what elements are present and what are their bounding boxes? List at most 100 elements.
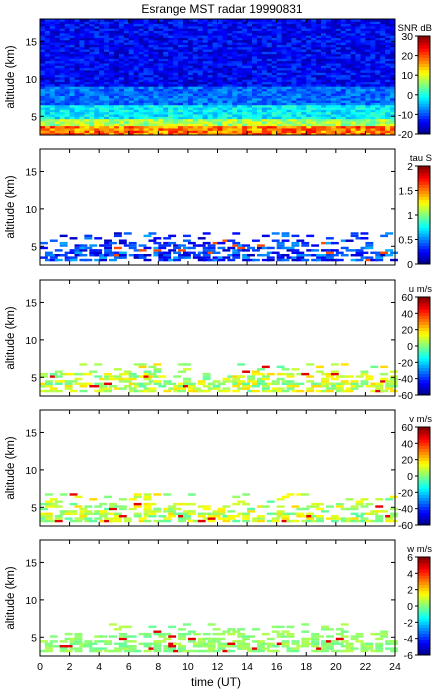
heatmap-cell xyxy=(286,53,292,57)
heatmap-cell xyxy=(247,380,255,383)
heatmap-cell xyxy=(40,44,46,48)
heatmap-cell xyxy=(385,380,394,383)
heatmap-cell xyxy=(296,56,302,59)
heatmap-cell xyxy=(301,51,307,55)
heatmap-cell xyxy=(113,254,122,257)
heatmap-cell xyxy=(207,74,213,78)
heatmap-cell xyxy=(345,517,354,520)
heatmap-cell xyxy=(385,517,394,520)
heatmap-cell xyxy=(321,121,327,124)
heatmap-cell xyxy=(286,49,292,52)
heatmap-cell xyxy=(158,56,164,59)
heatmap-cell xyxy=(276,72,282,76)
heatmap-cell xyxy=(99,519,108,523)
heatmap-cell xyxy=(325,23,332,27)
heatmap-cell xyxy=(276,39,282,43)
heatmap-cell xyxy=(113,628,122,631)
colorbar-segment xyxy=(418,130,430,135)
heatmap-cell xyxy=(49,130,56,134)
heatmap-cell xyxy=(227,258,236,262)
heatmap-cell xyxy=(276,32,282,36)
heatmap-cell xyxy=(133,44,140,48)
heatmap-cell xyxy=(355,249,364,252)
heatmap-cell xyxy=(84,81,90,85)
heatmap-cell xyxy=(325,387,334,390)
heatmap-cell xyxy=(69,63,75,66)
heatmap-cell xyxy=(104,389,112,393)
heatmap-cell xyxy=(291,116,297,120)
heatmap-cell xyxy=(232,118,238,122)
heatmap-cell xyxy=(133,254,142,257)
heatmap-cell xyxy=(138,519,147,523)
heatmap-cell xyxy=(173,32,179,36)
heatmap-cell xyxy=(64,116,70,120)
heatmap-cell xyxy=(197,65,204,69)
colorbar-segment xyxy=(418,367,430,371)
heatmap-cell xyxy=(158,72,164,76)
heatmap-cell xyxy=(69,123,75,127)
heatmap-cell xyxy=(256,21,263,25)
heatmap-cell xyxy=(153,111,159,115)
heatmap-cell xyxy=(54,107,61,110)
heatmap-cell xyxy=(79,60,85,64)
heatmap-cell xyxy=(296,251,305,255)
heatmap-cell xyxy=(217,100,223,103)
heatmap-cell xyxy=(242,385,251,388)
colorbar-segment xyxy=(418,327,430,332)
heatmap-cell xyxy=(390,37,396,41)
heatmap-cell xyxy=(345,65,352,69)
heatmap-cell xyxy=(104,19,110,22)
heatmap-cell xyxy=(153,46,159,50)
heatmap-cell xyxy=(109,70,115,73)
heatmap-cell xyxy=(325,95,332,99)
heatmap-cell xyxy=(187,125,194,129)
heatmap-cell xyxy=(271,88,278,92)
heatmap-cell xyxy=(69,37,75,41)
heatmap-cell xyxy=(242,121,248,124)
heatmap-cell xyxy=(197,74,204,78)
heatmap-cell xyxy=(212,640,221,643)
heatmap-cell xyxy=(355,81,361,85)
heatmap-cell xyxy=(325,56,332,59)
heatmap-cell xyxy=(89,95,95,99)
heatmap-cell xyxy=(104,519,112,523)
heatmap-cell xyxy=(84,517,93,520)
heatmap-cell xyxy=(306,88,312,92)
heatmap-cell xyxy=(148,502,157,506)
heatmap-cell xyxy=(99,502,108,506)
heatmap-cells-v xyxy=(40,493,398,523)
colorbar-segment xyxy=(418,196,430,201)
heatmap-cell xyxy=(365,256,374,259)
heatmap-cell xyxy=(54,645,63,648)
heatmap-cell xyxy=(212,128,218,131)
heatmap-cell xyxy=(128,102,135,106)
heatmap-cell xyxy=(256,123,263,127)
heatmap-cell xyxy=(148,512,157,516)
heatmap-cell xyxy=(345,63,352,66)
heatmap-cell xyxy=(330,60,337,64)
heatmap-cell xyxy=(345,128,352,131)
heatmap-cell xyxy=(40,118,46,122)
heatmap-cell xyxy=(360,60,366,64)
heatmap-cell xyxy=(261,123,268,127)
heatmap-cell xyxy=(321,116,327,120)
heatmap-cell xyxy=(276,56,282,59)
heatmap-cell xyxy=(276,86,282,89)
heatmap-cell xyxy=(212,649,221,653)
heatmap-cell xyxy=(202,107,209,110)
heatmap-cell xyxy=(40,246,48,250)
heatmap-cell xyxy=(217,507,226,511)
heatmap-cell xyxy=(153,90,159,94)
heatmap-cell xyxy=(178,46,184,50)
heatmap-cell xyxy=(286,63,292,66)
heatmap-cell xyxy=(49,116,56,120)
colorbar-segment xyxy=(418,169,430,173)
heatmap-cell xyxy=(163,107,169,110)
heatmap-cell xyxy=(44,30,51,34)
heatmap-cell xyxy=(89,30,95,34)
heatmap-cell xyxy=(163,125,169,129)
heatmap-cell xyxy=(109,65,115,69)
heatmap-cell xyxy=(148,375,157,378)
heatmap-cell xyxy=(187,39,194,43)
heatmap-cell xyxy=(148,21,154,25)
